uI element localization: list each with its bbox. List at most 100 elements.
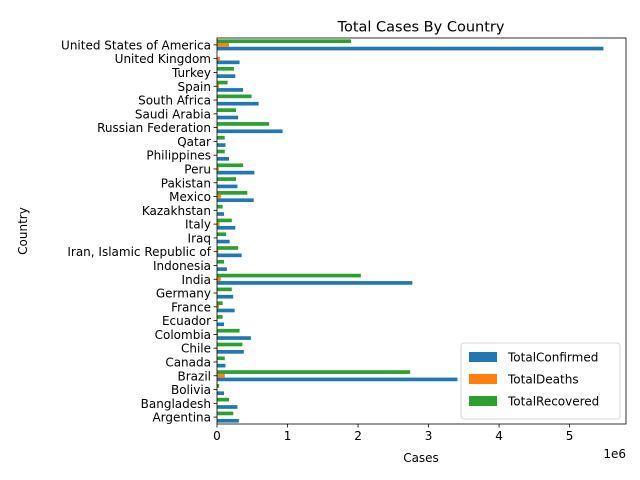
- bar-TotalRecovered: [217, 135, 225, 140]
- bar-TotalConfirmed: [217, 60, 240, 65]
- x-tick-labels: 0 1 2 3 4 5: [213, 429, 573, 443]
- legend: TotalConfirmed TotalDeaths TotalRecovered: [460, 342, 621, 420]
- bar-TotalRecovered: [217, 287, 232, 292]
- bar-TotalConfirmed: [217, 281, 413, 285]
- bar-TotalDeaths: [217, 332, 219, 337]
- y-tick-label: United Kingdom: [115, 52, 211, 66]
- bar-TotalRecovered: [217, 66, 234, 71]
- bar-TotalRecovered: [217, 80, 228, 85]
- bar-TotalRecovered: [217, 370, 411, 374]
- bar-TotalDeaths: [217, 249, 219, 254]
- bar-TotalDeaths: [217, 373, 225, 378]
- y-tick-label: India: [182, 273, 211, 287]
- bar-TotalDeaths: [217, 167, 219, 171]
- y-axis-label: Country: [16, 207, 30, 255]
- bar-TotalConfirmed: [217, 239, 230, 244]
- bar-TotalDeaths: [217, 56, 220, 61]
- bar-TotalRecovered: [217, 204, 223, 209]
- bar-TotalDeaths: [217, 222, 220, 226]
- y-tick-label: Turkey: [171, 66, 211, 80]
- bar-TotalRecovered: [217, 108, 237, 112]
- bar-TotalConfirmed: [217, 336, 251, 340]
- bar-TotalConfirmed: [217, 88, 244, 92]
- y-tick-label: Italy: [185, 218, 211, 232]
- y-tick-label: Bangladesh: [141, 397, 211, 411]
- legend-swatch: [469, 352, 497, 362]
- y-tick-label: France: [171, 300, 211, 314]
- bar-TotalRecovered: [217, 246, 239, 250]
- y-tick-label: Indonesia: [153, 259, 211, 273]
- y-tick-label: Argentina: [152, 411, 211, 425]
- y-tick-label: Mexico: [169, 190, 211, 204]
- bar-TotalRecovered: [217, 191, 248, 195]
- bar-TotalConfirmed: [217, 46, 604, 51]
- bar-TotalConfirmed: [217, 391, 225, 396]
- y-tick-label: Brazil: [178, 369, 212, 383]
- bar-TotalRecovered: [217, 397, 229, 402]
- y-tick-label: Bolivia: [171, 383, 211, 397]
- bar-TotalRecovered: [217, 342, 243, 347]
- y-tick-label: South Africa: [138, 94, 211, 108]
- y-tick-label: Philippines: [146, 149, 211, 163]
- bar-TotalRecovered: [217, 273, 361, 278]
- bar-TotalConfirmed: [217, 418, 239, 423]
- bar-TotalConfirmed: [217, 405, 238, 409]
- bar-TotalConfirmed: [217, 267, 227, 271]
- bar-TotalRecovered: [217, 122, 270, 126]
- x-axis-label: Cases: [403, 451, 439, 465]
- x-tick-label: 1: [284, 429, 292, 443]
- bar-TotalConfirmed: [217, 74, 236, 78]
- y-tick-label: United States of America: [61, 38, 211, 52]
- bar-TotalConfirmed: [217, 294, 234, 299]
- bar-TotalRecovered: [217, 301, 223, 305]
- bar-TotalConfirmed: [217, 170, 255, 175]
- bar-TotalDeaths: [217, 304, 220, 309]
- y-tick-label: Pakistan: [161, 176, 211, 190]
- legend-swatch: [469, 374, 497, 384]
- bar-TotalConfirmed: [217, 350, 244, 354]
- bar-TotalRecovered: [217, 356, 225, 361]
- legend-label: TotalDeaths: [507, 373, 579, 387]
- bar-TotalDeaths: [217, 194, 221, 199]
- bar-TotalRecovered: [217, 232, 227, 237]
- x-tick-label: 5: [566, 429, 574, 443]
- bar-TotalConfirmed: [217, 129, 283, 134]
- y-tick-label: Iraq: [188, 231, 211, 245]
- x-tick-label: 4: [495, 429, 503, 443]
- bar-TotalRecovered: [217, 259, 225, 264]
- legend-swatch: [469, 396, 497, 406]
- chart-title: Total Cases By Country: [337, 20, 505, 36]
- bar-TotalDeaths: [217, 43, 229, 47]
- bars-group: [217, 39, 604, 423]
- bar-TotalConfirmed: [217, 101, 259, 106]
- bar-TotalRecovered: [217, 315, 223, 319]
- x-tick-label: 0: [213, 429, 221, 443]
- bar-TotalRecovered: [217, 94, 252, 99]
- bar-TotalConfirmed: [217, 322, 225, 327]
- legend-items: TotalConfirmed TotalDeaths TotalRecovered: [469, 351, 599, 409]
- bar-TotalRecovered: [217, 39, 351, 44]
- bar-TotalRecovered: [217, 411, 234, 416]
- bar-TotalConfirmed: [217, 157, 229, 161]
- legend-label: TotalRecovered: [507, 395, 599, 409]
- legend-box: [460, 342, 621, 420]
- bar-TotalConfirmed: [217, 225, 236, 230]
- bar-TotalConfirmed: [217, 143, 226, 147]
- bar-TotalRecovered: [217, 218, 232, 223]
- bar-TotalDeaths: [217, 125, 219, 130]
- y-tick-label: Colombia: [155, 328, 211, 342]
- bar-TotalConfirmed: [217, 212, 225, 216]
- y-tick-label: Iran, Islamic Republic of: [67, 245, 211, 259]
- y-tick-label: Kazakhstan: [142, 204, 211, 218]
- bar-TotalDeaths: [217, 98, 218, 102]
- legend-label: TotalConfirmed: [507, 351, 598, 365]
- bar-TotalRecovered: [217, 177, 237, 181]
- y-tick-label: Canada: [165, 355, 211, 369]
- y-tick-label: Spain: [177, 80, 211, 94]
- x-tick-label: 3: [425, 429, 433, 443]
- y-tick-label: Saudi Arabia: [135, 107, 211, 121]
- bar-TotalConfirmed: [217, 253, 242, 258]
- bar-TotalConfirmed: [217, 363, 226, 368]
